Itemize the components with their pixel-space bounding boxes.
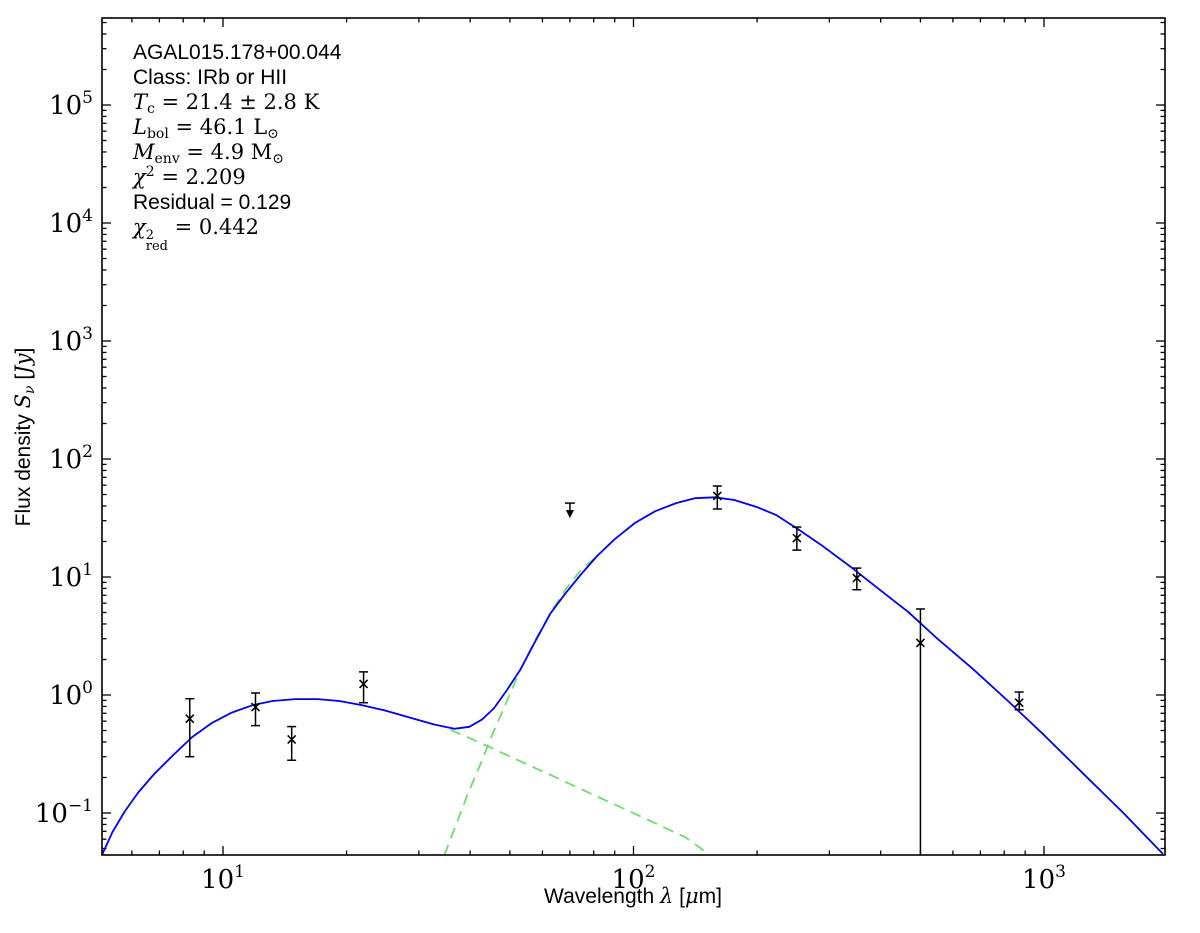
data-point-marker [250,702,261,712]
x-tick-label: 103 [1022,862,1066,895]
data-point-marker [287,734,297,745]
sun-symbol: ⊙ [272,151,285,167]
class-line: Class: IRb or HII [133,66,288,89]
envelope-mass-line: Menv = 4.9 M⊙ [133,140,341,167]
upper-limit-arrow-icon [565,510,574,519]
chi-symbol: χ [133,165,146,189]
lbol-unit: L [253,115,268,139]
sun-symbol: ⊙ [267,126,279,142]
y-unit-close: ] [12,347,35,354]
data-point-marker [915,638,925,648]
menv-subscript: env [154,151,180,167]
y-unit-open: [ [12,373,35,386]
tc-subscript: c [147,101,155,117]
x-tick-label: 101 [201,862,245,895]
plot-border [101,17,1166,856]
y-tick-label: 100 [49,678,93,711]
residual-line: Residual = 0.129 [133,191,292,214]
total-fit-curve [102,496,1164,855]
x-axis-title: Wavelength λ [μm] [544,884,722,909]
data-point-marker [792,533,802,543]
menv-value: = 4.9 [179,140,251,164]
nu-subscript: ν [22,385,38,395]
reduced-chi-squared-line: χ 2 red = 0.442 [133,215,341,253]
tc-symbol: T [133,90,148,114]
data-point-marker [712,491,722,501]
lambda-symbol: λ [659,884,674,908]
y-tick-label: 102 [49,442,93,475]
fit-annotation-block: AGAL015.178+00.044 Class: IRb or HII Tc … [133,40,342,253]
source-name: AGAL015.178+00.044 [133,41,342,64]
x-unit-open: [ [673,885,685,908]
x-axis-title-text: Wavelength [544,885,660,908]
x-tick-label: 102 [612,862,656,895]
menv-unit: M [250,140,273,164]
chi-squared-line: χ2 = 2.209 [133,165,341,190]
lbol-subscript: bol [146,126,169,142]
jansky-unit: Jy [11,353,35,374]
chi-symbol: χ [133,215,146,239]
data-point-marker [185,714,195,724]
data-point-marker [852,573,862,583]
data-point-marker [358,679,369,689]
y-tick-label: 101 [49,560,93,593]
mu-symbol: μ [684,884,699,908]
data-point-marker [1014,698,1024,708]
y-tick-label: 103 [49,324,93,357]
chi-value: = 2.209 [154,165,246,189]
lbol-value: = 46.1 [168,115,254,139]
chi-red-value: = 0.442 [167,215,260,239]
cold-component-curve [443,555,598,855]
y-tick-label: 104 [49,206,93,239]
warm-component-curve [450,728,711,855]
chi-red-subscript: red [145,239,168,254]
x-unit-close: m] [698,885,722,908]
chi-exponent: 2 [145,164,155,180]
y-axis-title-text: Flux density [12,408,35,527]
tc-value: = 21.4 ± 2.8 K [154,90,320,114]
cold-temperature-line: Tc = 21.4 ± 2.8 K [133,90,341,117]
chi-red-supsub: 2 red [145,228,168,254]
lbol-symbol: L [133,115,147,139]
y-axis-title: Flux density Sν [Jy] [11,227,38,647]
y-tick-label: 10−1 [35,796,93,829]
chi-red-exponent: 2 [145,228,155,243]
menv-symbol: M [133,140,155,164]
y-tick-label: 105 [49,88,93,121]
bolometric-luminosity-line: Lbol = 46.1 L⊙ [133,115,341,142]
flux-symbol: S [11,394,35,409]
